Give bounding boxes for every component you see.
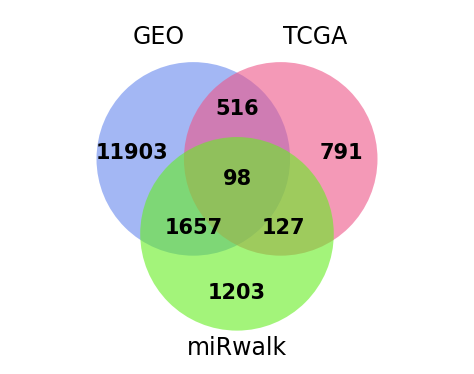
Text: TCGA: TCGA bbox=[283, 25, 347, 49]
Text: 791: 791 bbox=[320, 142, 364, 163]
Circle shape bbox=[184, 62, 377, 256]
Text: 1657: 1657 bbox=[164, 218, 222, 237]
Text: 127: 127 bbox=[262, 218, 306, 237]
Text: GEO: GEO bbox=[133, 25, 185, 49]
Text: 11903: 11903 bbox=[96, 142, 169, 163]
Text: 98: 98 bbox=[222, 169, 252, 189]
Text: 1203: 1203 bbox=[208, 283, 266, 303]
Text: miRwalk: miRwalk bbox=[187, 336, 287, 360]
Circle shape bbox=[140, 137, 334, 331]
Text: 516: 516 bbox=[215, 99, 259, 119]
Circle shape bbox=[97, 62, 290, 256]
